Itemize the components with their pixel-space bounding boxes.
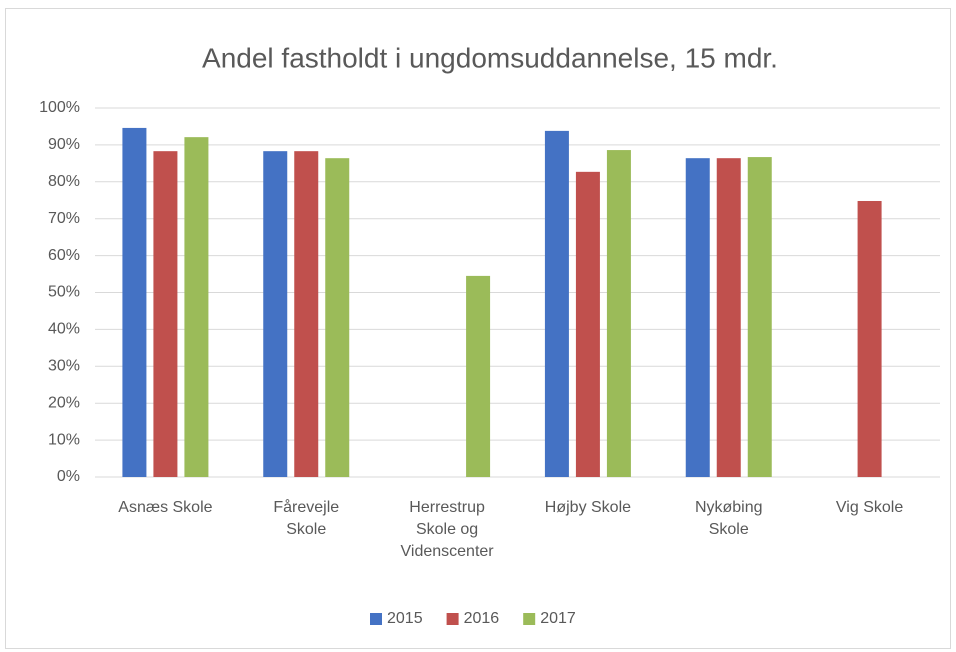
legend-swatch bbox=[370, 613, 382, 625]
bar bbox=[466, 275, 491, 477]
legend-label: 2015 bbox=[387, 610, 423, 627]
legend-swatch bbox=[446, 613, 459, 625]
bar bbox=[263, 151, 288, 477]
bar bbox=[544, 130, 569, 478]
y-tick-label: 80% bbox=[48, 173, 80, 190]
x-tick-label: Nykøbing Skole bbox=[694, 499, 763, 538]
x-tick-label: Vig Skole bbox=[835, 499, 904, 516]
bar bbox=[122, 127, 147, 478]
y-tick-label: 20% bbox=[48, 394, 80, 411]
chart-title: Andel fastholdt i ungdomsuddannelse, 15 … bbox=[202, 42, 778, 73]
legend-label: 2017 bbox=[540, 610, 576, 627]
bar bbox=[857, 200, 882, 477]
bar bbox=[747, 157, 772, 477]
y-tick-label: 70% bbox=[48, 210, 80, 227]
legend-label: 2016 bbox=[464, 610, 500, 627]
bar bbox=[575, 171, 600, 477]
x-tick-label: Herrestrup Skole og Videnscenter bbox=[400, 499, 494, 560]
y-tick-label: 30% bbox=[48, 358, 80, 375]
x-tick-label: Højby Skole bbox=[544, 499, 632, 516]
bar bbox=[325, 158, 350, 477]
bar bbox=[184, 137, 209, 477]
bar bbox=[685, 158, 710, 477]
bar bbox=[294, 151, 319, 477]
y-tick-label: 40% bbox=[48, 321, 80, 338]
y-tick-label: 60% bbox=[48, 247, 80, 264]
y-tick-label: 90% bbox=[48, 136, 80, 153]
bar bbox=[606, 150, 631, 478]
y-tick-label: 50% bbox=[48, 284, 80, 301]
y-tick-label: 10% bbox=[48, 431, 80, 448]
x-tick-label: Asnæs Skole bbox=[118, 499, 213, 516]
x-tick-label: Fårevejle Skole bbox=[273, 499, 340, 538]
legend-swatch bbox=[523, 613, 536, 625]
bar bbox=[153, 151, 178, 477]
bar bbox=[716, 158, 741, 477]
y-tick-label: 0% bbox=[57, 468, 80, 485]
y-tick-label: 100% bbox=[39, 99, 80, 116]
